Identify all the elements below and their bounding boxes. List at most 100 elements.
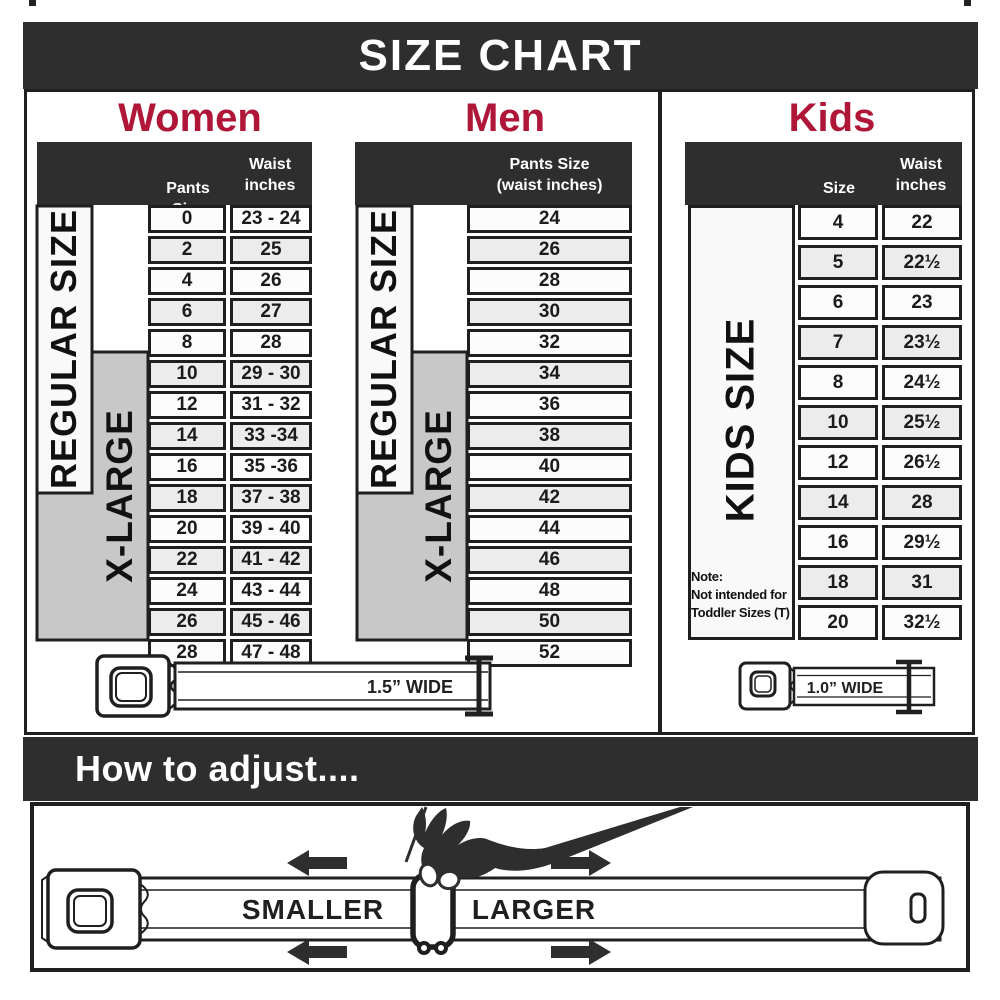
table-cell: 25: [230, 236, 312, 264]
table-row: 28: [467, 267, 632, 295]
table-cell: 6: [798, 285, 878, 320]
table-cell: 46: [467, 546, 632, 574]
table-cell: 39 - 40: [230, 515, 312, 543]
kids-belt-icon: 1.0” WIDE: [738, 659, 936, 715]
table-row: 42: [467, 484, 632, 512]
table-cell: 6: [148, 298, 226, 326]
table-cell: 38: [467, 422, 632, 450]
table-row: 24: [467, 205, 632, 233]
title-band: SIZE CHART: [23, 22, 978, 89]
width-measure-icon: [465, 655, 493, 717]
adjust-band: How to adjust....: [23, 737, 978, 801]
table-cell: 31: [882, 565, 962, 600]
table-cell: 41 - 42: [230, 546, 312, 574]
crop-mark-right: [964, 0, 971, 6]
table-row: 44: [467, 515, 632, 543]
women-table-header: Pants Size Waist inches: [37, 142, 312, 218]
men-xlarge-label: X-LARGE: [418, 409, 459, 583]
adult-belt-icon: 1.5” WIDE: [95, 654, 493, 718]
men-size-bands: [355, 204, 469, 642]
women-regular-band: [35, 204, 94, 495]
table-row: 20 32½: [798, 605, 962, 640]
adjust-arrows: [287, 850, 611, 965]
table-cell: 44: [467, 515, 632, 543]
kids-col2-header: Waist inches: [895, 156, 947, 194]
table-cell: 42: [467, 484, 632, 512]
kids-belt-width-label: 1.0” WIDE: [807, 680, 884, 697]
table-cell: 48: [467, 577, 632, 605]
table-row: 8 28: [148, 329, 312, 357]
hand-icon: [404, 806, 693, 891]
table-row: 32: [467, 329, 632, 357]
table-cell: 28: [467, 267, 632, 295]
arrow-right-icon: [551, 850, 611, 876]
table-cell: 28: [230, 329, 312, 357]
belt-strap: [173, 661, 492, 711]
table-row: 26 45 - 46: [148, 608, 312, 636]
table-cell: 52: [467, 639, 632, 667]
smaller-label: SMALLER: [242, 894, 384, 925]
table-row: 38: [467, 422, 632, 450]
table-cell: 40: [467, 453, 632, 481]
table-cell: 35 -36: [230, 453, 312, 481]
kids-size-band: [688, 205, 795, 640]
belt-adjust-illustration: SMALLER LARGER: [41, 806, 945, 965]
table-cell: 26½: [882, 445, 962, 480]
adult-belt-width-label: 1.5” WIDE: [367, 677, 453, 697]
table-cell: 27: [230, 298, 312, 326]
arrow-right-icon: [551, 939, 611, 965]
table-cell: 23: [882, 285, 962, 320]
table-cell: 16: [148, 453, 226, 481]
kids-heading: Kids: [788, 96, 876, 140]
table-cell: 26: [467, 236, 632, 264]
table-cell: 25½: [882, 405, 962, 440]
table-row: 12 26½: [798, 445, 962, 480]
table-row: 48: [467, 577, 632, 605]
table-row: 6 23: [798, 285, 962, 320]
table-cell: 14: [148, 422, 226, 450]
belt-tip: [863, 870, 945, 946]
table-cell: 24½: [882, 365, 962, 400]
table-row: 26: [467, 236, 632, 264]
table-cell: 32: [467, 329, 632, 357]
arrow-left-icon: [287, 939, 347, 965]
table-cell: 18: [148, 484, 226, 512]
table-cell: 12: [798, 445, 878, 480]
table-cell: 4: [798, 205, 878, 240]
table-cell: 14: [798, 485, 878, 520]
table-row: 14 28: [798, 485, 962, 520]
kids-table-header: Size Waist inches: [685, 142, 962, 205]
table-row: 16 29½: [798, 525, 962, 560]
men-regular-label: REGULAR SIZE: [363, 208, 404, 490]
kids-table: 4 22 5 22½ 6 23 7 23½ 8 24½ 10 25½ 12 26½ 14 28 16 29½ 18 3…: [798, 205, 962, 640]
table-row: 12 31 - 32: [148, 391, 312, 419]
table-cell: 22½: [882, 245, 962, 280]
table-row: 18 31: [798, 565, 962, 600]
table-cell: 32½: [882, 605, 962, 640]
table-row: 4 22: [798, 205, 962, 240]
table-cell: 29 - 30: [230, 360, 312, 388]
men-table: 24 26 28 30 32 34 36 38 40 42 44 46 48 50 52: [467, 205, 632, 667]
table-cell: 23 - 24: [230, 205, 312, 233]
table-row: 5 22½: [798, 245, 962, 280]
table-row: 2 25: [148, 236, 312, 264]
table-row: 36: [467, 391, 632, 419]
table-cell: 22: [148, 546, 226, 574]
women-col2-header: Waist inches: [244, 156, 296, 194]
men-regular-band: [355, 204, 414, 495]
table-cell: 24: [467, 205, 632, 233]
table-cell: 28: [882, 485, 962, 520]
table-row: 0 23 - 24: [148, 205, 312, 233]
table-cell: 24: [148, 577, 226, 605]
table-cell: 0: [148, 205, 226, 233]
table-cell: 33 -34: [230, 422, 312, 450]
page-title: SIZE CHART: [358, 30, 643, 80]
seatbelt-buckle-icon: [41, 868, 149, 950]
crop-mark-left: [29, 0, 36, 6]
table-cell: 2: [148, 236, 226, 264]
table-row: 10 25½: [798, 405, 962, 440]
kids-size-label: KIDS SIZE: [718, 317, 763, 523]
table-row: 34: [467, 360, 632, 388]
table-row: 50: [467, 608, 632, 636]
